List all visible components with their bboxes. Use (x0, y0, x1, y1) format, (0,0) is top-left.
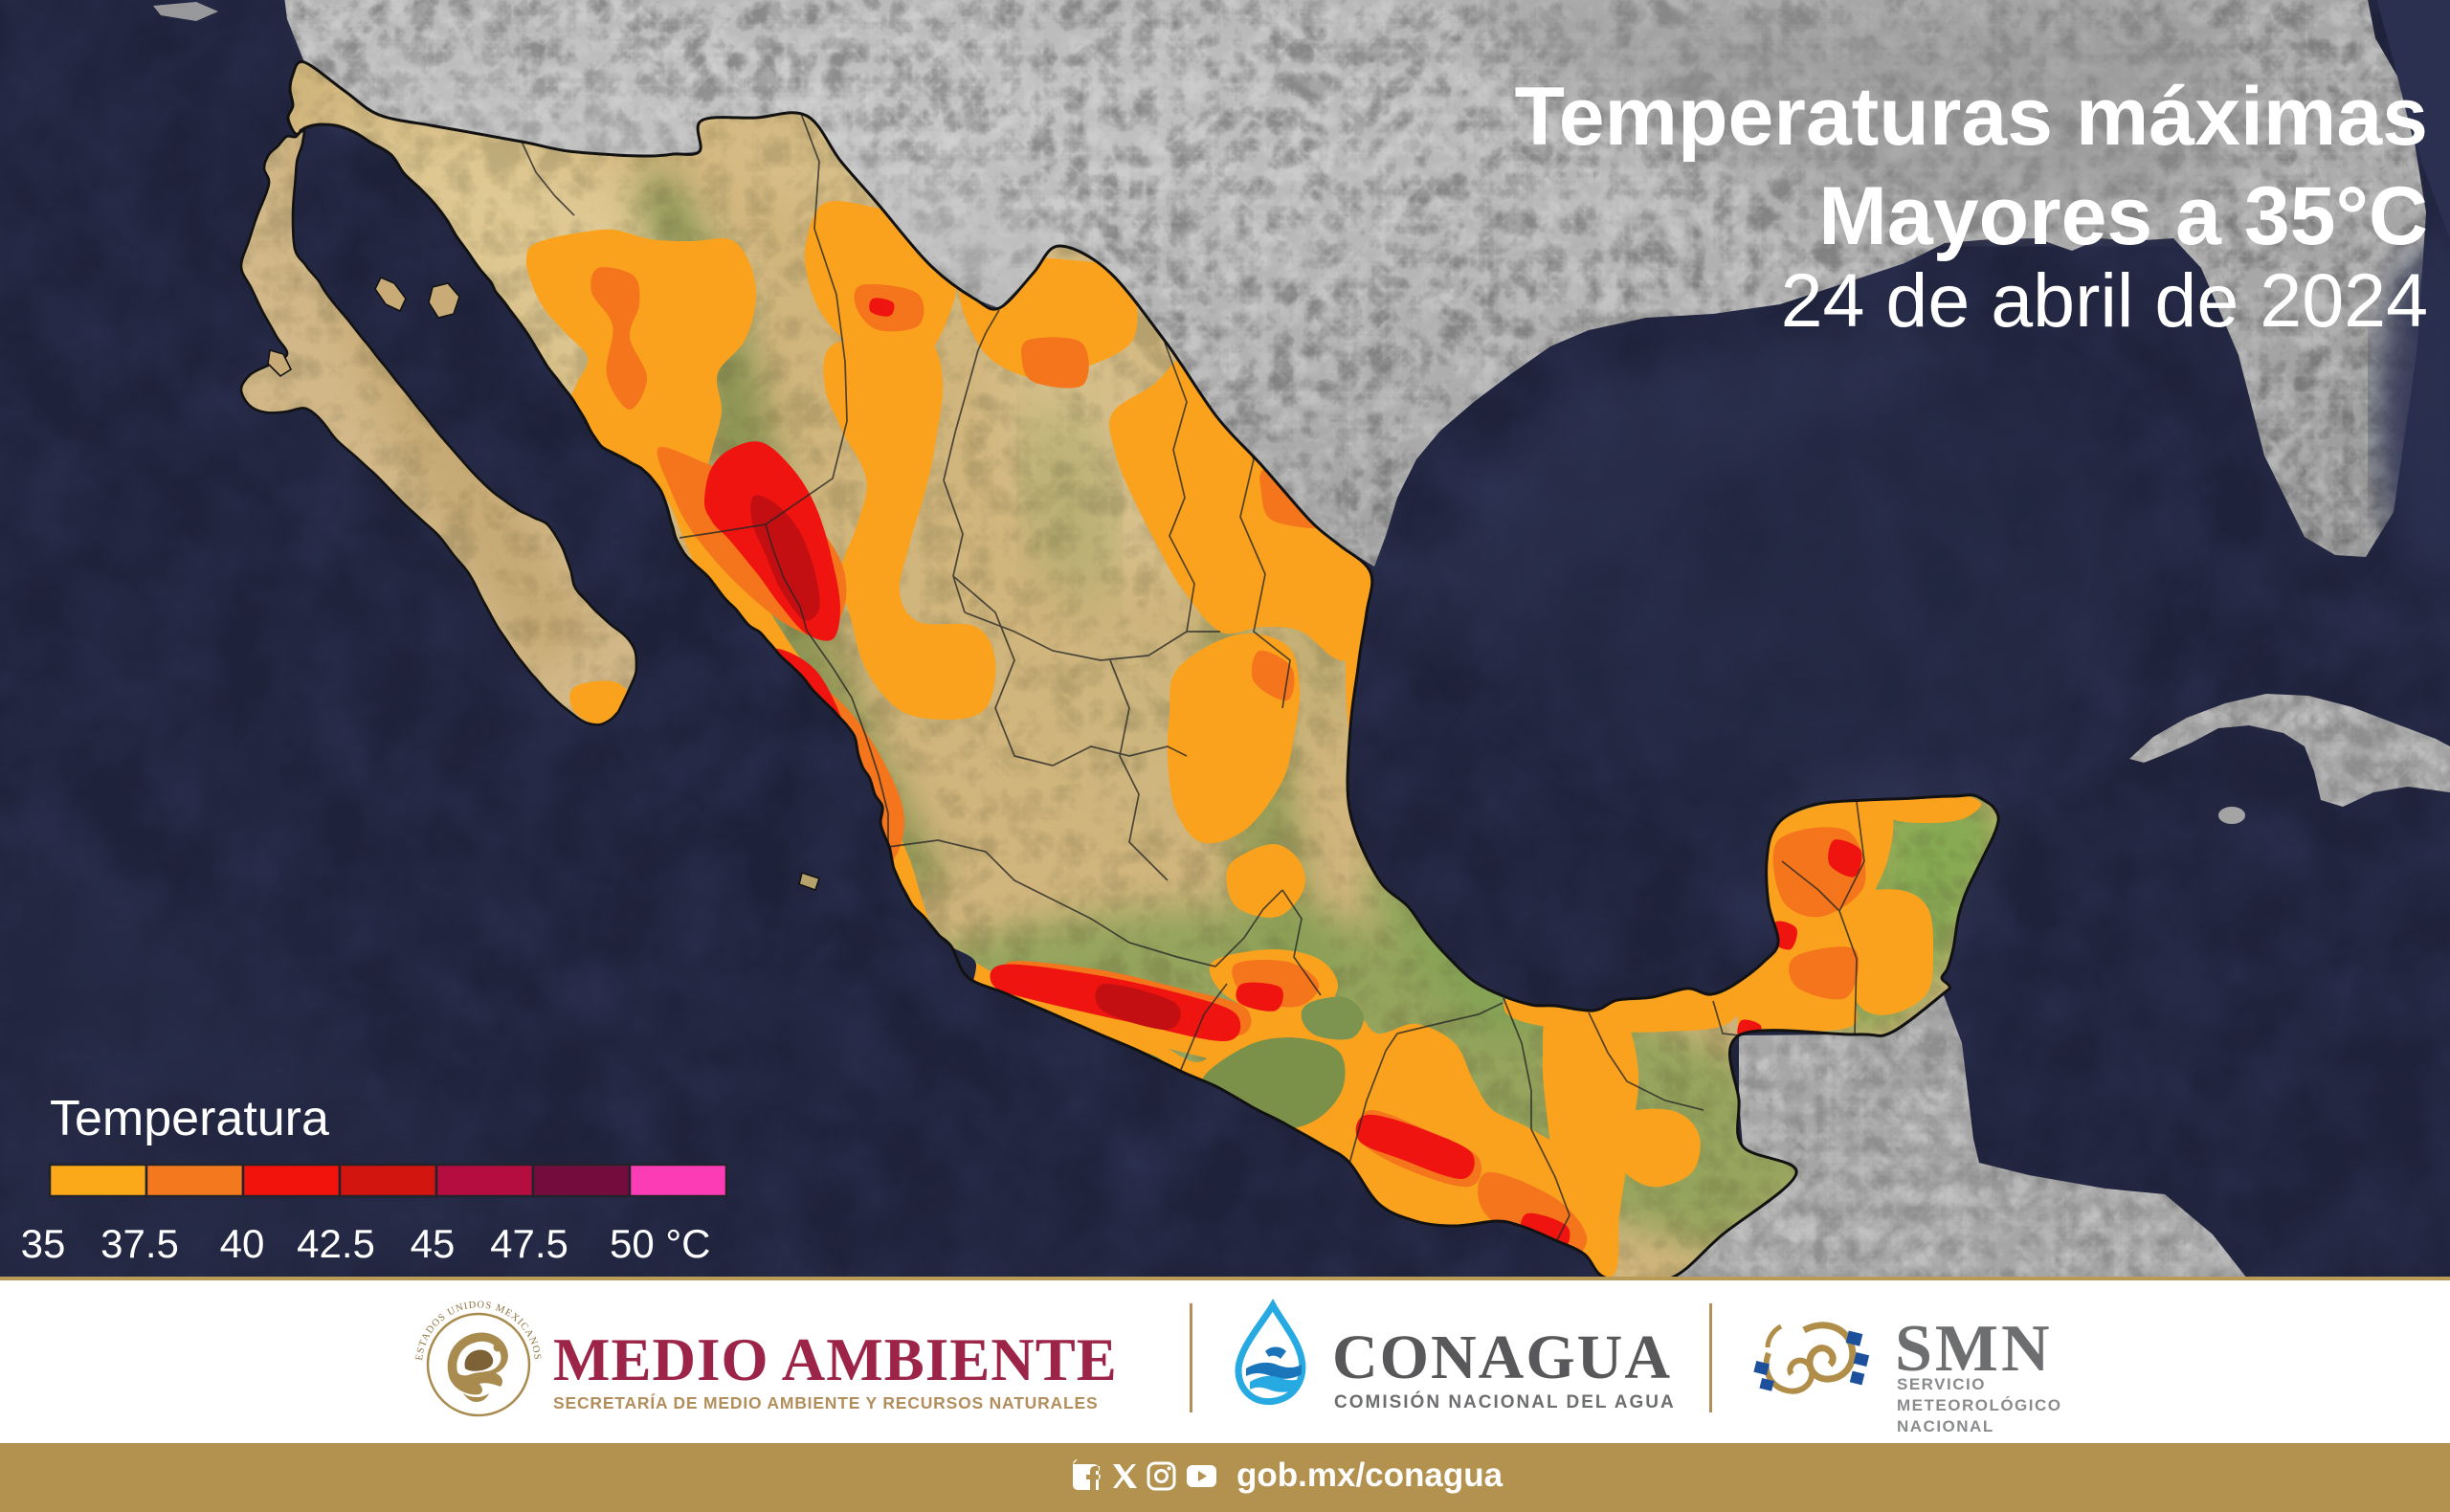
svg-text:40: 40 (220, 1221, 265, 1266)
svg-text:35: 35 (21, 1221, 66, 1266)
svg-text:NACIONAL: NACIONAL (1897, 1417, 1994, 1435)
svg-text:SMN: SMN (1895, 1312, 2053, 1386)
svg-text:24 de abril de 2024: 24 de abril de 2024 (1781, 257, 2428, 343)
svg-text:Mayores a 35°C: Mayores a 35°C (1818, 170, 2428, 262)
svg-text:50 °C: 50 °C (610, 1221, 711, 1266)
svg-text:MEDIO AMBIENTE: MEDIO AMBIENTE (553, 1326, 1118, 1393)
svg-text:CONAGUA: CONAGUA (1332, 1323, 1672, 1392)
svg-text:42.5: 42.5 (297, 1221, 375, 1266)
svg-text:gob.mx/conagua: gob.mx/conagua (1236, 1456, 1503, 1494)
svg-text:Temperaturas máximas: Temperaturas máximas (1515, 71, 2428, 163)
svg-text:SECRETARÍA DE MEDIO AMBIENTE Y: SECRETARÍA DE MEDIO AMBIENTE Y RECURSOS … (553, 1392, 1098, 1412)
svg-text:Temperatura: Temperatura (50, 1091, 329, 1146)
svg-text:SERVICIO: SERVICIO (1897, 1375, 1986, 1393)
svg-text:COMISIÓN NACIONAL DEL AGUA: COMISIÓN NACIONAL DEL AGUA (1334, 1391, 1676, 1412)
svg-text:45: 45 (411, 1221, 456, 1266)
svg-text:37.5: 37.5 (100, 1221, 179, 1266)
svg-text:47.5: 47.5 (490, 1221, 568, 1266)
svg-text:METEOROLÓGICO: METEOROLÓGICO (1897, 1396, 2062, 1414)
